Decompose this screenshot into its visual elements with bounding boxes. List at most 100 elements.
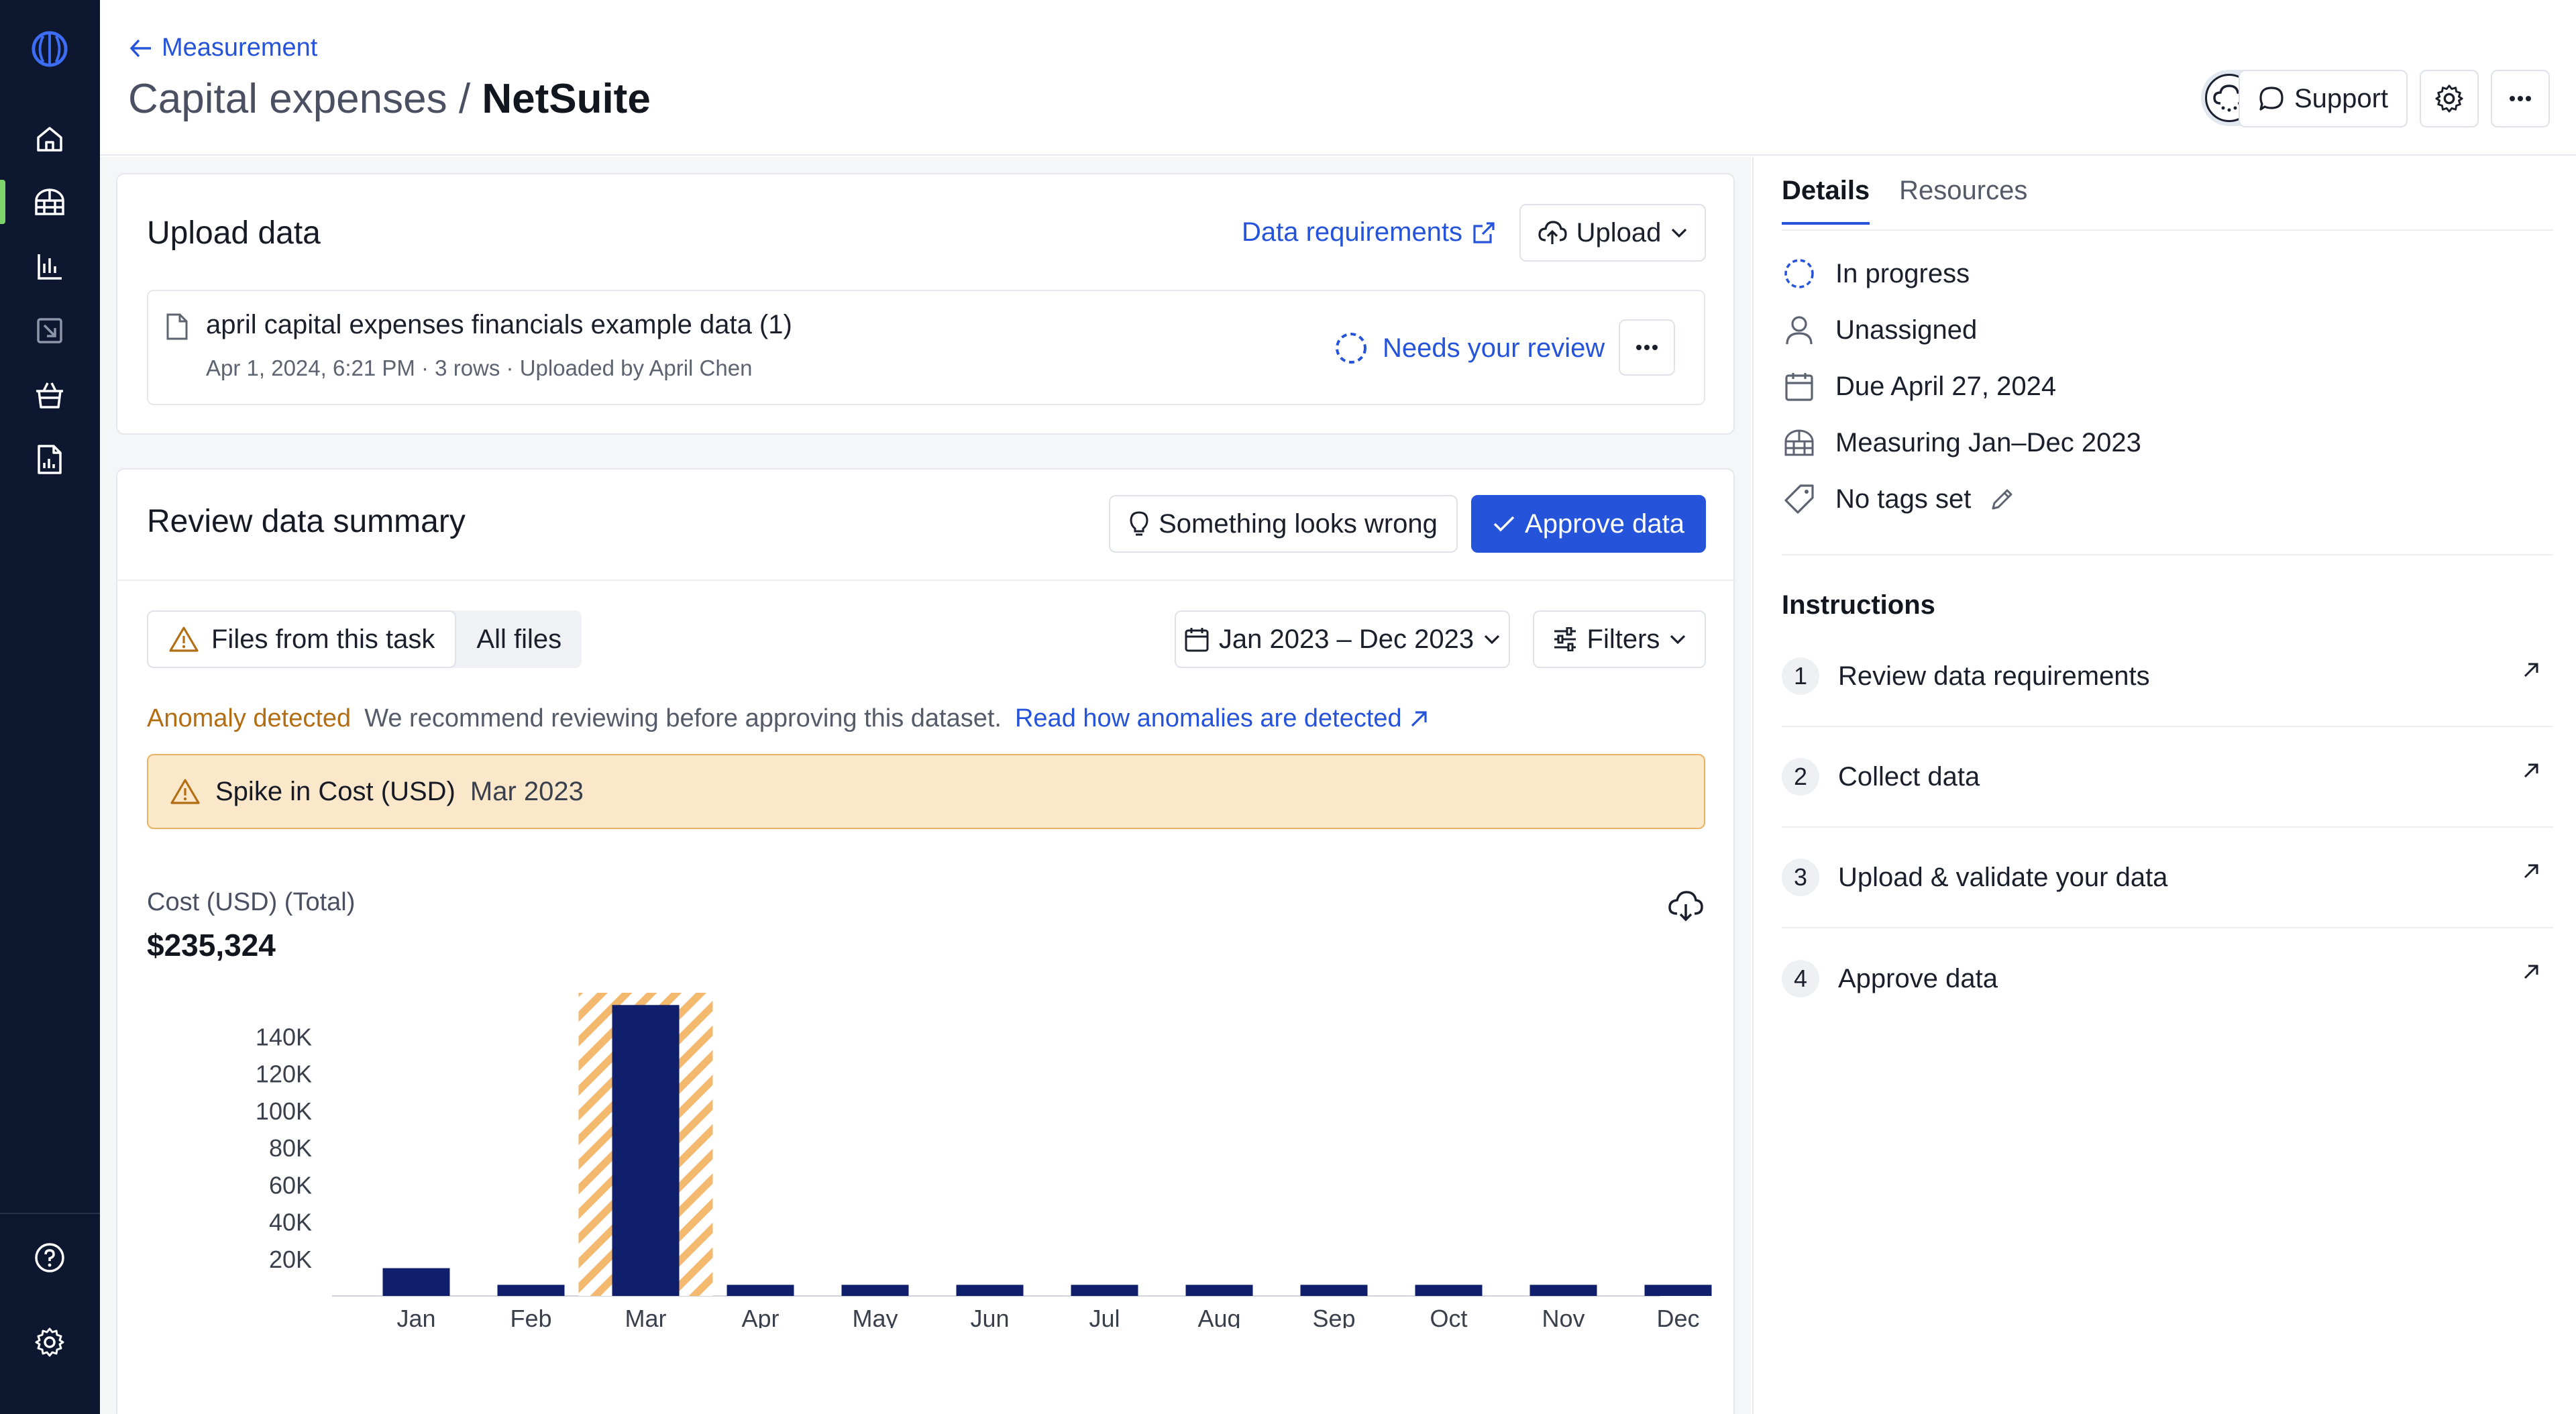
step-number: 4 [1782, 960, 1819, 997]
warning-icon [170, 779, 200, 804]
file-name: april capital expenses financials exampl… [206, 310, 792, 339]
arrow-up-right-icon [2524, 663, 2538, 677]
upload-card-title: Upload data [147, 215, 321, 251]
tab-details[interactable]: Details [1782, 176, 1870, 225]
spike-period: Mar 2023 [470, 776, 584, 806]
chart-bar [612, 1005, 680, 1296]
x-tick-label: Jun [970, 1305, 1009, 1328]
anomaly-link[interactable]: Read how anomalies are detected [1015, 704, 1429, 733]
date-range-picker[interactable]: Jan 2023 – Dec 2023 [1175, 610, 1510, 668]
ellipsis-icon [2510, 96, 2531, 101]
date-range-label: Jan 2023 – Dec 2023 [1218, 624, 1474, 654]
status-label: In progress [1835, 258, 1970, 288]
metric-label: Cost (USD) (Total) [147, 888, 356, 916]
approve-data-button[interactable]: Approve data [1471, 495, 1706, 553]
chevron-down-icon [1670, 635, 1686, 645]
step-label: Approve data [1838, 963, 1998, 993]
segment-files-from-task[interactable]: Files from this task [147, 610, 457, 668]
settings-button[interactable] [2420, 70, 2479, 127]
x-tick-label: May [852, 1305, 898, 1328]
file-icon [166, 313, 188, 340]
panel-tabs: Details Resources [1782, 176, 2027, 225]
basket-icon[interactable] [32, 377, 68, 413]
y-tick-label: 140K [256, 1023, 312, 1050]
instruction-step[interactable]: 2 Collect data [1782, 727, 2553, 828]
review-status[interactable]: Needs your review [1334, 331, 1605, 365]
chevron-down-icon [1672, 228, 1687, 238]
tags-label: No tags set [1835, 484, 1972, 514]
instruction-step[interactable]: 1 Review data requirements [1782, 627, 2553, 727]
logo-icon[interactable] [32, 31, 68, 67]
dashed-circle-icon [1782, 256, 1817, 291]
tabs-divider [1782, 229, 2553, 231]
y-tick-label: 60K [269, 1171, 312, 1199]
instructions-title: Instructions [1782, 590, 1935, 620]
tag-icon [1782, 482, 1817, 516]
page-header: Measurement Capital expenses / NetSuite … [100, 0, 2576, 156]
bar-chart-icon[interactable] [32, 248, 68, 284]
assignee-row[interactable]: Unassigned [1782, 313, 1977, 347]
support-button[interactable]: Support [2239, 70, 2408, 127]
page-title: Capital expenses / NetSuite [128, 75, 651, 123]
file-meta: Apr 1, 2024, 6:21 PM · 3 rows · Uploaded… [206, 356, 753, 380]
page-title-main: NetSuite [482, 76, 651, 122]
chart-bar [956, 1285, 1024, 1296]
y-tick-label: 20K [269, 1246, 312, 1273]
more-button[interactable] [2491, 70, 2550, 127]
help-icon[interactable] [32, 1240, 68, 1276]
calendar-icon [1185, 628, 1209, 652]
tab-resources[interactable]: Resources [1899, 176, 2028, 205]
segment-all-files[interactable]: All files [456, 610, 582, 668]
home-icon[interactable] [32, 121, 68, 157]
dashed-circle-icon [1336, 333, 1366, 364]
sliders-icon [1554, 627, 1576, 651]
sidebar [0, 0, 100, 1414]
data-requirements-link[interactable]: Data requirements [1242, 217, 1496, 248]
pencil-icon[interactable] [1990, 486, 2015, 512]
step-number: 1 [1782, 657, 1819, 695]
chart-bar [497, 1285, 565, 1296]
settings-icon[interactable] [32, 1324, 68, 1360]
arrow-up-right-icon [1411, 710, 1427, 726]
chevron-down-icon [1485, 635, 1500, 645]
cloud-upload-icon [1538, 221, 1567, 244]
arrow-up-right-icon [2524, 763, 2538, 778]
x-tick-label: Oct [1430, 1305, 1467, 1328]
report-icon[interactable] [32, 441, 68, 478]
step-number: 3 [1782, 859, 1819, 896]
something-looks-wrong-button[interactable]: Something looks wrong [1109, 495, 1458, 553]
chart-bar [1415, 1285, 1483, 1296]
download-chart-button[interactable] [1667, 889, 1705, 922]
x-tick-label: Apr [741, 1305, 779, 1328]
instruction-step[interactable]: 3 Upload & validate your data [1782, 828, 2553, 928]
x-tick-label: Sep [1312, 1305, 1355, 1328]
filters-button[interactable]: Filters [1533, 610, 1706, 668]
x-tick-label: Jul [1089, 1305, 1120, 1328]
step-label: Review data requirements [1838, 661, 2150, 691]
y-tick-label: 120K [256, 1060, 312, 1088]
support-button-label: Support [2294, 83, 2389, 113]
anomaly-text: We recommend reviewing before approving … [364, 704, 1002, 732]
sidebar-active-indicator [0, 180, 5, 224]
tags-row[interactable]: No tags set [1782, 482, 2015, 516]
due-date-row[interactable]: Due April 27, 2024 [1782, 369, 2056, 404]
chart-bar [727, 1285, 794, 1296]
cloud-download-icon [1668, 891, 1703, 922]
status-row[interactable]: In progress [1782, 256, 1970, 291]
measurement-icon[interactable] [32, 184, 68, 220]
back-link[interactable]: Measurement [129, 34, 317, 62]
step-label: Upload & validate your data [1838, 862, 2168, 892]
import-icon[interactable] [32, 313, 68, 349]
measuring-label: Measuring Jan–Dec 2023 [1835, 427, 2141, 457]
details-panel: Details Resources In progress Unassigned… [1752, 157, 2576, 1414]
x-tick-label: Mar [625, 1305, 667, 1328]
upload-button[interactable]: Upload [1519, 204, 1706, 262]
file-more-button[interactable] [1619, 319, 1675, 376]
y-tick-label: 80K [269, 1134, 312, 1162]
panel-divider [1782, 554, 2553, 555]
uploaded-file-row[interactable]: april capital expenses financials exampl… [147, 290, 1705, 405]
approve-data-label: Approve data [1525, 508, 1684, 539]
something-looks-wrong-label: Something looks wrong [1159, 508, 1438, 539]
spike-alert[interactable]: Spike in Cost (USD) Mar 2023 [147, 754, 1705, 829]
instruction-step[interactable]: 4 Approve data [1782, 928, 2553, 1029]
